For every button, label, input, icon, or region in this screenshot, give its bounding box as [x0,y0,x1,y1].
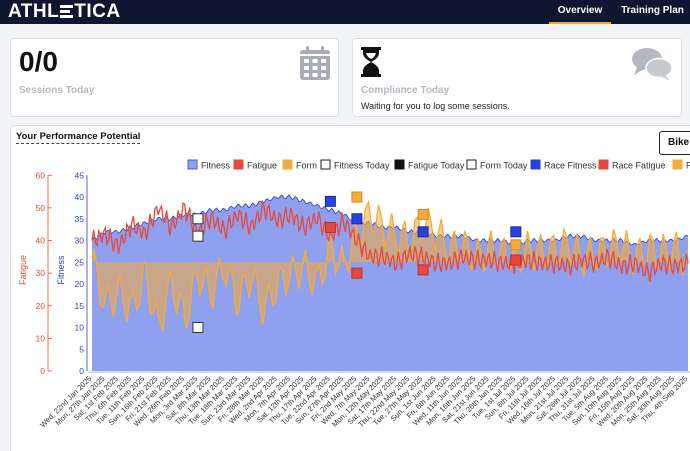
fatigue-tick-40: 40 [36,236,46,246]
legend-label: Form [296,161,317,171]
sessions-today-label: Sessions Today [19,85,95,96]
sessions-count: 0/0 [19,46,58,77]
form-line [91,200,689,331]
athletica-logo[interactable]: ATHL TICA [8,1,121,22]
performance-potential-title[interactable]: Your Performance Potential [16,131,141,144]
legend-swatch [282,159,293,170]
fitness-tick-35: 35 [75,214,85,224]
fitness-tick-5: 5 [79,344,84,354]
race-fitness-marker [510,226,522,238]
performance-chart: 0 10 20 30 40 50 60 Fatigue 0 5 10 15 20 25 30 35 40 45 Fi… [18,159,690,429]
legend-label: Race Fatigue [612,161,666,171]
fatigue-tick-50: 50 [36,203,46,213]
race-fitness-marker [417,226,429,238]
form-today-marker [192,322,204,333]
fatigue-tick-0: 0 [40,366,45,376]
fatigue-line [91,200,689,283]
legend-label: Form Today [480,161,528,171]
legend-swatch [394,159,405,170]
compliance-status-text: Waiting for you to log some sessions. [361,101,510,111]
fatigue-tick-60: 60 [36,170,46,180]
legend-label: Fitness [201,161,231,171]
fatigue-tick-30: 30 [36,268,46,278]
race-fatigue-marker [417,264,429,276]
fitness-today-marker [192,213,204,225]
fatigue-tick-10: 10 [36,333,46,343]
race-fatigue-marker [510,254,522,266]
fitness-tick-25: 25 [75,257,85,267]
compliance-today-card: Compliance Today Waiting for you to log … [352,38,682,117]
nav-overview[interactable]: Overview [549,0,611,24]
legend-swatch [233,159,244,170]
legend-swatch [530,159,541,170]
race-form-marker [417,208,429,220]
legend-label: Race Fitness [544,161,597,171]
legend-label: Fitness Today [334,161,390,171]
fitness-today-marker [192,230,204,242]
legend-swatch [672,159,683,170]
fitness-area [92,194,688,371]
fitness-tick-20: 20 [75,279,85,289]
nav-training-plan[interactable]: Training Plan [621,5,684,16]
fitness-tick-0: 0 [79,366,84,376]
fitness-tick-15: 15 [75,301,85,311]
race-form-marker [510,239,522,251]
fatigue-tick-20: 20 [36,301,46,311]
hourglass-icon [361,47,381,77]
fatigue-axis-label: Fatigue [18,255,28,285]
legend-swatch [320,159,331,170]
legend-swatch [466,159,477,170]
legend-label: Fatigue Today [408,161,465,171]
race-fatigue-marker [351,267,363,279]
compliance-today-label: Compliance Today [361,85,450,96]
top-navigation-bar: ATHL TICA Overview Training Plan [0,0,690,24]
legend-swatch [187,159,198,170]
fitness-tick-10: 10 [75,323,85,333]
fitness-axis-label: Fitness [56,255,66,285]
legend-label: Fatigue [247,161,277,171]
sport-select-button[interactable]: Bike [659,131,690,155]
race-fitness-marker [324,195,336,207]
calendar-icon [300,46,330,80]
race-fitness-marker [351,213,363,225]
race-fatigue-marker [324,221,336,233]
sessions-today-card: 0/0 Sessions Today [10,38,339,117]
logo-e-stripes [60,4,74,18]
fitness-tick-40: 40 [75,192,85,202]
legend-swatch [598,159,609,170]
chat-bubbles-icon [632,48,673,81]
legend-label: R [686,161,690,171]
form-area [92,202,688,331]
race-form-marker [351,191,363,203]
fitness-tick-45: 45 [75,170,85,180]
fitness-tick-30: 30 [75,236,85,246]
